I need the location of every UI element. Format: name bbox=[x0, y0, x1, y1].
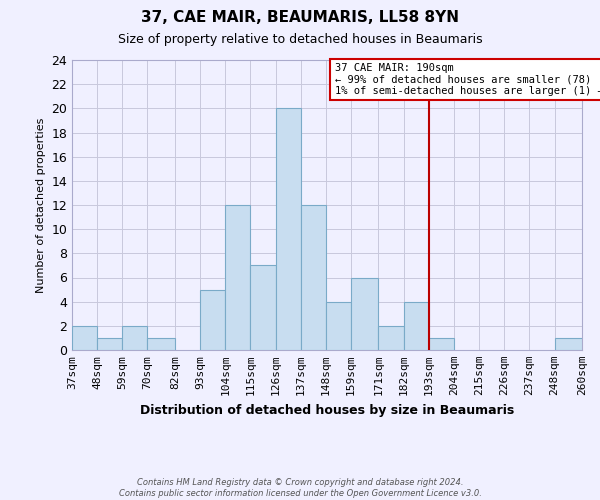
Text: 37 CAE MAIR: 190sqm
← 99% of detached houses are smaller (78)
1% of semi-detache: 37 CAE MAIR: 190sqm ← 99% of detached ho… bbox=[335, 63, 600, 96]
Bar bbox=[122, 326, 148, 350]
Bar bbox=[404, 302, 429, 350]
Bar bbox=[379, 326, 404, 350]
Bar bbox=[554, 338, 582, 350]
Bar bbox=[148, 338, 175, 350]
Bar bbox=[275, 108, 301, 350]
Bar bbox=[97, 338, 122, 350]
Text: Contains HM Land Registry data © Crown copyright and database right 2024.
Contai: Contains HM Land Registry data © Crown c… bbox=[119, 478, 481, 498]
Bar bbox=[200, 290, 225, 350]
Bar bbox=[225, 205, 250, 350]
Bar bbox=[326, 302, 351, 350]
Y-axis label: Number of detached properties: Number of detached properties bbox=[36, 118, 46, 292]
Text: Size of property relative to detached houses in Beaumaris: Size of property relative to detached ho… bbox=[118, 32, 482, 46]
Bar bbox=[429, 338, 454, 350]
Bar bbox=[301, 205, 326, 350]
Bar bbox=[351, 278, 379, 350]
Bar bbox=[250, 266, 275, 350]
X-axis label: Distribution of detached houses by size in Beaumaris: Distribution of detached houses by size … bbox=[140, 404, 514, 416]
Text: 37, CAE MAIR, BEAUMARIS, LL58 8YN: 37, CAE MAIR, BEAUMARIS, LL58 8YN bbox=[141, 10, 459, 25]
Bar bbox=[72, 326, 97, 350]
